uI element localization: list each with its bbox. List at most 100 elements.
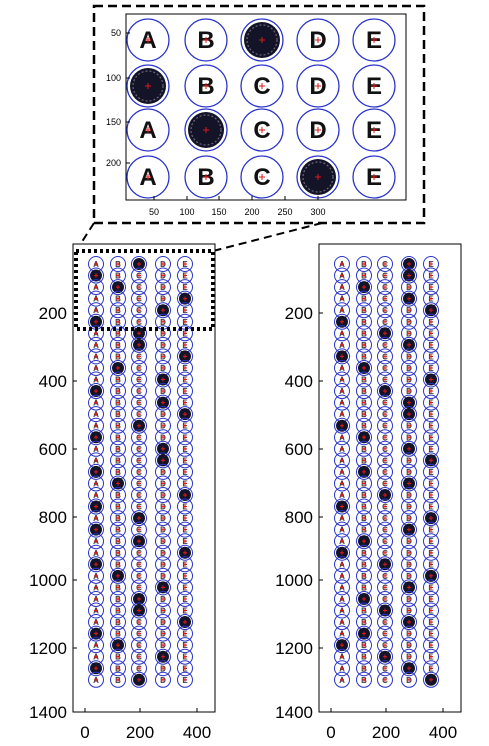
center-marker xyxy=(94,423,98,428)
center-marker xyxy=(203,83,209,89)
bubble-outline xyxy=(184,64,228,108)
center-marker xyxy=(183,481,187,486)
answer-bubble: A xyxy=(334,256,350,272)
center-marker xyxy=(116,562,120,567)
bubble-outline xyxy=(334,267,350,284)
bubble-outline xyxy=(88,521,104,538)
bubble-outline xyxy=(88,440,104,457)
center-marker xyxy=(407,469,411,474)
center-marker xyxy=(161,585,165,590)
center-marker xyxy=(116,620,120,625)
answer-row: ABDE xyxy=(88,671,193,688)
inset-bubble: D xyxy=(296,64,340,108)
inset-bubble xyxy=(126,64,170,108)
center-marker xyxy=(383,481,387,486)
answer-bubble xyxy=(177,487,193,503)
answer-bubble: A xyxy=(88,325,104,342)
bubble-outline xyxy=(356,302,372,319)
bubble-outline xyxy=(155,544,171,561)
answer-bubble: A xyxy=(334,325,350,342)
answer-bubble xyxy=(88,267,104,284)
bubble-outline xyxy=(423,625,439,642)
bubble-outline xyxy=(110,452,126,469)
bubble-outline xyxy=(110,313,126,330)
center-marker xyxy=(116,631,120,636)
bubble-outline xyxy=(334,660,350,677)
answer-row: ABCE xyxy=(334,521,439,538)
center-marker xyxy=(183,504,187,509)
answer-bubble: B xyxy=(356,660,372,677)
bubble-outline xyxy=(88,637,104,654)
center-marker xyxy=(362,308,366,313)
answer-bubble: E xyxy=(177,510,193,527)
inset-x-tick-label: 150 xyxy=(211,207,226,217)
bubble-outline xyxy=(356,510,372,527)
answer-bubble xyxy=(401,336,417,353)
answer-bubble: D xyxy=(401,590,417,607)
answer-bubble: D xyxy=(401,371,417,388)
answer-bubble: E xyxy=(423,394,439,411)
center-marker xyxy=(407,319,411,324)
bubble-outline xyxy=(88,394,104,411)
answer-bubble: D xyxy=(155,325,171,342)
answer-bubble: E xyxy=(177,440,193,457)
answer-bubble xyxy=(155,440,171,457)
center-marker xyxy=(137,412,141,417)
center-marker xyxy=(407,573,411,578)
answer-row: ABDE xyxy=(334,602,439,619)
bubble-outline xyxy=(334,498,350,515)
answer-bubble: C xyxy=(131,463,147,480)
inset-x-tick-label: 200 xyxy=(244,207,259,217)
bubble-outline xyxy=(423,614,439,631)
bubble-outline xyxy=(177,487,193,503)
center-marker xyxy=(362,262,366,266)
bubble-outline xyxy=(177,371,193,388)
bubble-outline xyxy=(110,279,126,296)
bubble-outline xyxy=(423,279,439,296)
center-marker xyxy=(362,631,366,636)
answer-row: ABCE xyxy=(334,336,439,353)
center-marker xyxy=(407,273,411,278)
answer-bubble: A xyxy=(334,452,350,469)
answer-row: ABCE xyxy=(334,475,439,492)
answer-row: ACDE xyxy=(334,463,439,480)
answer-bubble xyxy=(377,556,393,573)
bubble-outline xyxy=(131,452,147,469)
bubble-outline xyxy=(110,475,126,492)
left-y-tick-label: 600 xyxy=(39,440,67,459)
center-marker xyxy=(407,504,411,509)
center-marker xyxy=(407,654,411,659)
answer-row: ABDE xyxy=(88,602,193,619)
answer-bubble: C xyxy=(131,556,147,573)
center-marker xyxy=(94,527,98,532)
answer-bubble: A xyxy=(334,475,350,492)
bubble-outline xyxy=(131,567,147,584)
right-y-tick-label: 200 xyxy=(285,304,313,323)
center-marker xyxy=(429,285,433,290)
bubble-outline xyxy=(377,614,393,631)
answer-bubble xyxy=(401,256,417,272)
bubble-outline xyxy=(126,155,170,199)
answer-bubble: A xyxy=(88,602,104,619)
bubble-outline xyxy=(184,108,228,152)
answer-row: ACDE xyxy=(334,533,439,550)
bubble-outline xyxy=(131,290,147,307)
answer-bubble: D xyxy=(155,614,171,631)
center-marker xyxy=(383,458,387,463)
zoom-connector-right xyxy=(212,222,323,252)
center-marker xyxy=(137,377,141,382)
center-marker xyxy=(161,458,165,463)
center-marker xyxy=(362,285,366,290)
center-marker xyxy=(340,458,344,463)
bubble-outline xyxy=(334,429,350,446)
center-marker xyxy=(429,319,433,324)
center-marker xyxy=(137,354,141,359)
bubble-outline xyxy=(423,463,439,480)
answer-bubble: C xyxy=(377,440,393,457)
bubble-outline xyxy=(131,648,147,665)
answer-bubble: B xyxy=(110,429,126,446)
bubble-outline xyxy=(377,348,393,365)
center-marker xyxy=(94,412,98,417)
bubble-outline xyxy=(377,290,393,307)
answer-bubble: E xyxy=(177,256,193,272)
